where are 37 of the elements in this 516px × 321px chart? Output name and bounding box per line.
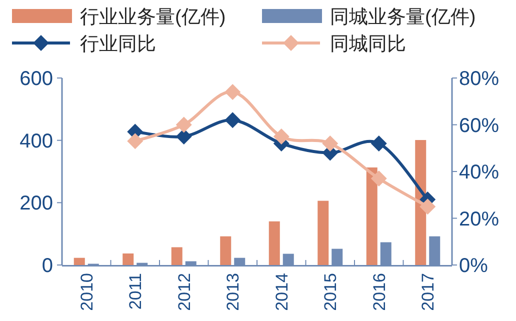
y-tick-label: 400 [20,130,53,152]
x-tick-label: 2013 [224,273,243,311]
y2-tick-label: 20% [459,208,500,230]
x-tick-label: 2015 [321,273,340,311]
legend-label: 同城业务量(亿件) [330,7,476,28]
point [224,84,241,100]
point [322,135,338,152]
x-tick-label: 2010 [77,273,96,311]
x-tick-label: 2017 [418,273,438,311]
legend-label: 同城同比 [330,34,406,55]
bar [74,258,85,265]
bar [366,167,378,265]
bar [318,200,329,265]
x-tick-label: 2011 [126,273,146,310]
y-tick-label: 600 [20,68,53,90]
bar [171,247,182,265]
bar [122,253,134,265]
y2-tick-label: 40% [459,162,500,184]
point [420,198,436,215]
y2-tick-label: 0% [459,255,488,277]
point [127,133,144,150]
bar [268,221,280,265]
x-tick-label: 2016 [370,273,389,311]
point [176,116,192,133]
y-tick-label: 0 [42,255,53,277]
y2-tick-label: 80% [459,68,500,90]
legend-label: 行业同比 [80,34,156,55]
y2-tick-label: 60% [459,114,500,137]
point [273,128,290,144]
point [224,112,241,128]
point [370,135,387,152]
legend-label: 行业业务量(亿件) [80,7,226,28]
x-tick-label: 2012 [174,273,194,311]
point [370,170,387,187]
x-tick-label: 2014 [272,273,292,311]
bar [220,236,232,265]
y-tick-label: 200 [20,192,53,215]
